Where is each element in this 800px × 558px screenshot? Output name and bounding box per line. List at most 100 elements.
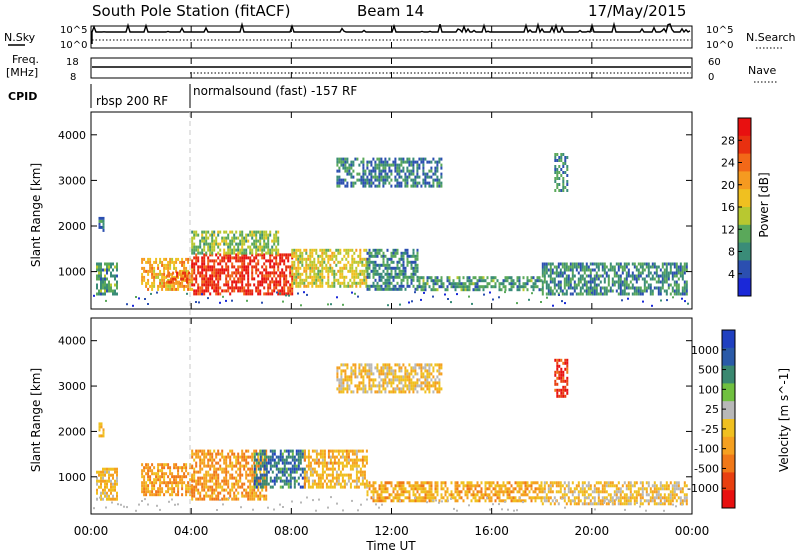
heatmap-cell — [455, 496, 457, 499]
heatmap-cell — [294, 459, 296, 462]
heatmap-cell — [302, 450, 304, 453]
heatmap-cell — [341, 273, 343, 276]
heatmap-cell — [201, 468, 203, 471]
heatmap-cell — [317, 270, 319, 273]
heatmap-cell — [372, 381, 374, 384]
heatmap-cell — [370, 176, 372, 179]
heatmap-cell — [400, 170, 402, 173]
heatmap-cell — [280, 459, 282, 462]
heatmap-cell — [435, 279, 437, 282]
heatmap-cell — [182, 272, 184, 275]
heatmap-cell — [235, 283, 237, 286]
heatmap-cell — [295, 270, 297, 273]
heatmap-cell — [475, 484, 477, 487]
heatmap-cell — [169, 487, 171, 490]
heatmap-cell — [193, 262, 195, 265]
heatmap-cell — [217, 486, 219, 489]
heatmap-cell — [437, 276, 439, 279]
heatmap-cell — [371, 252, 373, 255]
heatmap-cell — [173, 264, 175, 267]
heatmap-cell — [413, 261, 415, 264]
heatmap-cell — [297, 261, 299, 264]
heatmap-cell — [658, 275, 660, 278]
heatmap-cell — [501, 484, 503, 487]
heatmap-cell — [391, 499, 393, 502]
heatmap-cell — [323, 267, 325, 270]
heatmap-cell — [348, 173, 350, 176]
heatmap-cell — [108, 284, 110, 287]
heatmap-cell — [301, 261, 303, 264]
heatmap-cell — [241, 262, 243, 265]
heatmap-cell — [556, 290, 558, 293]
heatmap-cell — [384, 182, 386, 185]
heatmap-cell — [330, 459, 332, 462]
heatmap-cell — [385, 496, 387, 499]
heatmap-cell — [568, 487, 570, 490]
heatmap-cell — [330, 486, 332, 489]
heatmap-cell — [306, 465, 308, 468]
heatmap-cell — [552, 269, 554, 272]
heatmap-cell — [170, 281, 172, 284]
heatmap-cell — [630, 493, 632, 496]
heatmap-cell — [364, 170, 366, 173]
heatmap-cell — [622, 266, 624, 269]
heatmap-cell — [292, 450, 294, 453]
heatmap-cell — [102, 284, 104, 287]
heatmap-cell — [391, 493, 393, 496]
heatmap-cell — [341, 270, 343, 273]
heatmap-cell — [280, 468, 282, 471]
heatmap-cell — [311, 252, 313, 255]
heatmap-cell — [430, 176, 432, 179]
heatmap-cell — [343, 279, 345, 282]
heatmap-cell — [564, 263, 566, 266]
heatmap-cell — [394, 375, 396, 378]
heatmap-cell — [560, 287, 562, 290]
heatmap-cell — [253, 277, 255, 280]
heatmap-cell — [465, 490, 467, 493]
heatmap-cell — [254, 468, 256, 471]
heatmap-cell — [515, 499, 517, 502]
heatmap-cell — [277, 268, 279, 271]
heatmap-cell — [153, 493, 155, 496]
heatmap-cell — [294, 483, 296, 486]
heatmap-cell — [259, 249, 261, 252]
heatmap-cell — [390, 185, 392, 188]
heatmap-cell — [157, 276, 159, 279]
heatmap-cell — [626, 502, 628, 505]
heatmap-cell — [258, 453, 260, 456]
heatmap-cell — [376, 369, 378, 372]
heatmap-cell — [201, 240, 203, 243]
heatmap-cell — [336, 296, 338, 298]
heatmap-cell — [157, 469, 159, 472]
heatmap-cell — [368, 179, 370, 182]
heatmap-cell — [96, 489, 98, 492]
heatmap-cell — [231, 453, 233, 456]
heatmap-cell — [304, 459, 306, 462]
heatmap-cell — [225, 256, 227, 259]
heatmap-cell — [221, 265, 223, 268]
heatmap-cell — [276, 456, 278, 459]
heatmap-cell — [261, 302, 263, 304]
heatmap-cell — [628, 496, 630, 499]
heatmap-cell — [367, 261, 369, 264]
heatmap-cell — [361, 270, 363, 273]
heatmap-cell — [256, 477, 258, 480]
heatmap-cell — [378, 369, 380, 372]
heatmap-cell — [322, 465, 324, 468]
heatmap-cell — [102, 281, 104, 284]
heatmap-cell — [316, 474, 318, 477]
heatmap-cell — [666, 272, 668, 275]
heatmap-cell — [584, 272, 586, 275]
heatmap-cell — [399, 493, 401, 496]
heatmap-cell — [596, 481, 598, 484]
heatmap-cell — [201, 262, 203, 265]
heatmap-cell — [403, 261, 405, 264]
heatmap-cell — [191, 456, 193, 459]
heatmap-cell — [247, 240, 249, 243]
heatmap-cell — [227, 283, 229, 286]
heatmap-cell — [360, 468, 362, 471]
heatmap-cell — [606, 502, 608, 505]
heatmap-cell — [521, 487, 523, 490]
heatmap-cell — [393, 261, 395, 264]
heatmap-cell — [578, 272, 580, 275]
